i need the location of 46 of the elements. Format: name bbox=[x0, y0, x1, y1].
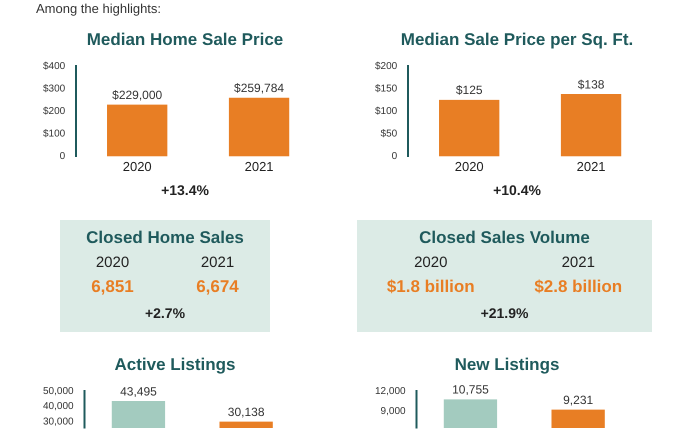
text: +10.4% bbox=[492, 182, 542, 198]
y-tick-label: 50,000 bbox=[42, 386, 74, 397]
text: +13.4% bbox=[160, 182, 210, 198]
data-label: 9,231 bbox=[563, 392, 594, 407]
y-tick-label: $400 bbox=[42, 60, 66, 72]
category-label: 2021 bbox=[200, 254, 234, 271]
chart-title: Median Sale Price per Sq. Ft. bbox=[400, 30, 634, 50]
text: $1.8 billion bbox=[386, 277, 475, 297]
data-label: 43,495 bbox=[120, 384, 158, 398]
x-tick-label: 2021 bbox=[576, 158, 606, 174]
text: Closed Sales Volume bbox=[418, 227, 591, 248]
text: 6,674 bbox=[196, 277, 239, 297]
y-tick-label: $150 bbox=[374, 83, 398, 94]
data-label: 30,138 bbox=[228, 404, 265, 419]
y-tick-label: 9,000 bbox=[380, 406, 406, 417]
y-tick-label: $300 bbox=[42, 83, 66, 94]
text: 6,851 bbox=[91, 277, 134, 297]
text: Closed Home Sales bbox=[85, 227, 245, 248]
y-tick-label: 0 bbox=[392, 151, 398, 162]
x-tick-label: 2021 bbox=[244, 158, 274, 174]
y-tick-label: 0 bbox=[60, 151, 66, 162]
chart-subtitle: Among the highlights: bbox=[36, 1, 162, 16]
annotation: $259,784 bbox=[234, 81, 284, 95]
annotation: $229,000 bbox=[112, 88, 163, 102]
x-tick-label: 2020 bbox=[454, 158, 484, 174]
data-label: 10,755 bbox=[452, 382, 490, 397]
text: +21.9% bbox=[480, 305, 530, 321]
text: +2.7% bbox=[144, 305, 186, 321]
y-tick-label: 40,000 bbox=[42, 401, 74, 412]
y-tick-label: 12,000 bbox=[374, 386, 406, 397]
y-tick-label: $100 bbox=[374, 106, 398, 117]
chart-title: New Listings bbox=[454, 355, 560, 375]
x-tick-label: 2020 bbox=[122, 158, 152, 174]
y-tick-label: $200 bbox=[374, 60, 398, 72]
category-label: 2020 bbox=[414, 254, 448, 271]
category-label: 2021 bbox=[562, 254, 595, 271]
chart-title: Median Home Sale Price bbox=[86, 30, 284, 50]
y-tick-label: 30,000 bbox=[42, 416, 74, 428]
data-label: $125 bbox=[456, 83, 483, 98]
data-label: $138 bbox=[578, 77, 605, 92]
text: $2.8 billion bbox=[534, 277, 622, 297]
y-tick-label: $200 bbox=[42, 106, 66, 117]
y-tick-label: $100 bbox=[42, 128, 66, 140]
y-tick-label: $50 bbox=[380, 128, 398, 140]
category-label: 2020 bbox=[96, 254, 130, 271]
chart-title: Active Listings bbox=[114, 355, 236, 375]
